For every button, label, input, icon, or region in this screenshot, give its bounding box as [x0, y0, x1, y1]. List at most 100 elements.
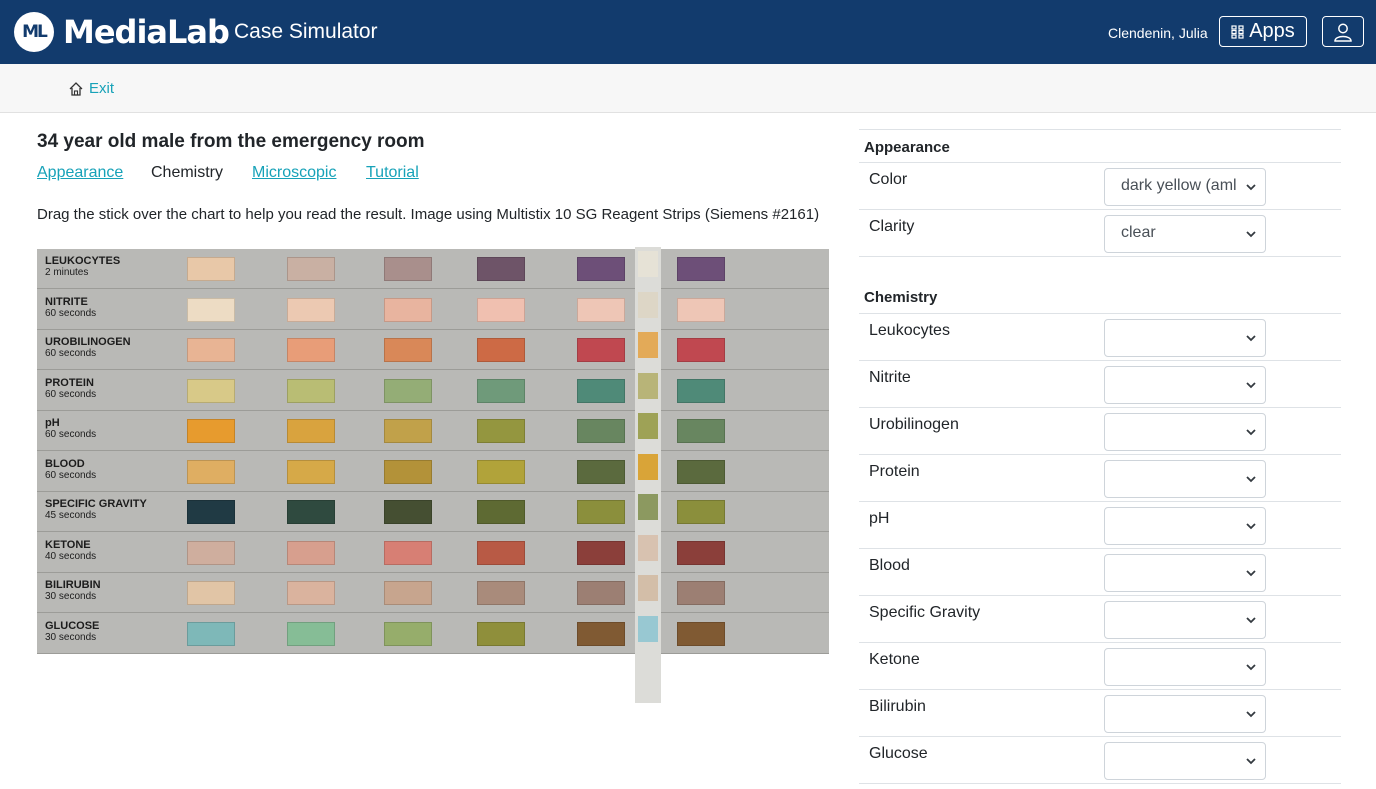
user-profile-button[interactable] [1322, 16, 1364, 47]
chart-row: GLUCOSE 30 seconds [37, 614, 829, 654]
user-name[interactable]: Clendenin, Julia [1108, 25, 1208, 41]
analyte-time: 60 seconds [45, 307, 97, 319]
bilirubin-select[interactable] [1104, 695, 1266, 733]
analyte-name: pH [45, 417, 60, 429]
tab-chemistry[interactable]: Chemistry [151, 164, 224, 181]
color-pad [187, 500, 235, 524]
chart-analyte-label: NITRITE 60 seconds [45, 296, 96, 320]
chart-analyte-label: SPECIFIC GRAVITY 45 seconds [45, 498, 147, 522]
color-pad [287, 459, 335, 484]
reagent-stick-handle[interactable] [635, 247, 661, 703]
color-pad [477, 459, 525, 484]
urobilinogen-select[interactable] [1104, 413, 1266, 451]
tab-microscopic[interactable]: Microscopic [252, 164, 337, 181]
color-pad [287, 500, 335, 524]
chevron-down-icon [1246, 335, 1256, 342]
tab-tutorial[interactable]: Tutorial [366, 164, 419, 181]
chevron-down-icon [1246, 617, 1256, 624]
glucose-select[interactable] [1104, 742, 1266, 780]
chevron-down-icon [1246, 429, 1256, 436]
apps-button[interactable]: Apps [1219, 16, 1307, 47]
divider [859, 783, 1341, 784]
tab-appearance[interactable]: Appearance [37, 164, 124, 181]
color-pad [384, 621, 432, 646]
chevron-down-icon [1246, 231, 1256, 238]
field-label: Clarity [869, 218, 915, 235]
analyte-name: UROBILINOGEN [45, 336, 131, 348]
color-pad [187, 419, 235, 443]
medialab-logo[interactable]: ML [14, 12, 54, 52]
chevron-down-icon [1246, 758, 1256, 765]
ph-select[interactable] [1104, 507, 1266, 545]
chart-row: pH 60 seconds [37, 411, 829, 451]
analyte-time: 60 seconds [45, 388, 97, 400]
color-pad [287, 297, 335, 322]
field-label: Bilirubin [869, 698, 926, 715]
color-pad [287, 581, 335, 605]
color-pad [677, 419, 725, 443]
chart-analyte-label: BLOOD 60 seconds [45, 458, 96, 482]
specific-gravity-select[interactable] [1104, 601, 1266, 639]
select-value: clear [1121, 224, 1156, 241]
chevron-down-icon [1246, 711, 1256, 718]
chart-row: NITRITE 60 seconds [37, 290, 829, 330]
chart-analyte-label: PROTEIN 60 seconds [45, 377, 96, 401]
clarity-select[interactable]: clear [1104, 215, 1266, 253]
analyte-time: 2 minutes [45, 267, 89, 278]
color-pad [677, 540, 725, 565]
color-pad [677, 621, 725, 646]
top-navbar: ML MediaLab Case Simulator Clendenin, Ju… [0, 0, 1376, 64]
color-pad [384, 297, 432, 322]
color-pad [577, 459, 625, 484]
stick-pad [638, 251, 658, 277]
ketone-select[interactable] [1104, 648, 1266, 686]
color-pad [384, 540, 432, 565]
chart-row: PROTEIN 60 seconds [37, 371, 829, 411]
protein-select[interactable] [1104, 460, 1266, 498]
blood-select[interactable] [1104, 554, 1266, 592]
chevron-down-icon [1246, 184, 1256, 191]
color-pad [477, 621, 525, 646]
field-label: Nitrite [869, 369, 911, 386]
chevron-down-icon [1246, 570, 1256, 577]
analyte-name: BILIRUBIN [45, 579, 101, 591]
chart-row: SPECIFIC GRAVITY 45 seconds [37, 492, 829, 532]
stick-pad [638, 413, 658, 439]
color-pad [477, 338, 525, 362]
color-pad [577, 378, 625, 403]
chart-row: KETONE 40 seconds [37, 533, 829, 573]
field-label: Leukocytes [869, 322, 950, 339]
nitrite-select[interactable] [1104, 366, 1266, 404]
stick-pad [638, 453, 658, 480]
analyte-time: 30 seconds [45, 591, 97, 602]
chevron-down-icon [1246, 523, 1256, 530]
apps-label: Apps [1249, 20, 1295, 42]
stick-pad [638, 494, 658, 520]
color-pad [577, 540, 625, 565]
field-row-leukocytes: Leukocytes [859, 313, 1341, 360]
color-select[interactable]: dark yellow (aml [1104, 168, 1266, 206]
analyte-name: LEUKOCYTES [45, 255, 121, 267]
color-pad [384, 581, 432, 605]
chevron-down-icon [1246, 664, 1256, 671]
color-pad [384, 338, 432, 362]
field-row-ph: pH [859, 501, 1341, 548]
leukocytes-select[interactable] [1104, 319, 1266, 357]
color-pad [677, 500, 725, 524]
stick-pad [638, 615, 658, 642]
exit-link[interactable]: Exit [68, 80, 114, 97]
stick-pad [638, 332, 658, 358]
brand-name[interactable]: MediaLab [63, 13, 230, 51]
field-label: pH [869, 510, 890, 527]
color-pad [187, 581, 235, 605]
color-pad [677, 378, 725, 403]
color-pad [384, 459, 432, 484]
chart-row: BILIRUBIN 30 seconds [37, 573, 829, 613]
field-row-color: Color dark yellow (aml [859, 162, 1341, 209]
stick-pad [638, 575, 658, 601]
field-label: Specific Gravity [869, 604, 981, 621]
select-value: dark yellow (aml [1121, 177, 1237, 194]
field-label: Urobilinogen [869, 416, 959, 433]
color-pad [577, 500, 625, 524]
stick-pad [638, 372, 658, 399]
